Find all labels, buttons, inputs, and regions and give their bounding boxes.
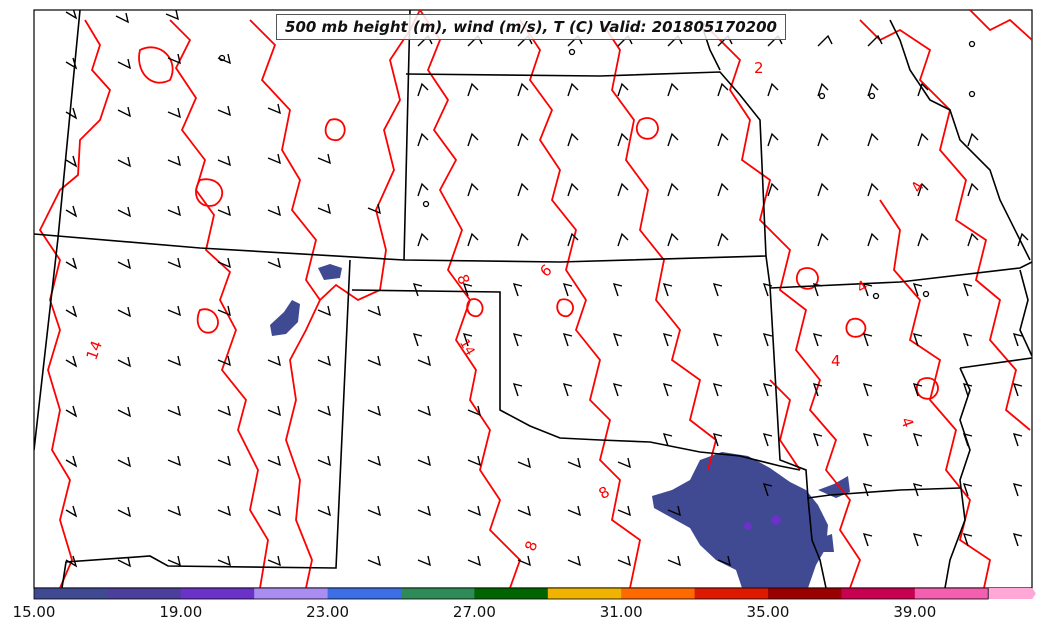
contour-label: 4 [831, 352, 841, 370]
colorbar-tick-label: 35.00 [746, 603, 790, 621]
colorbar [33, 587, 1036, 600]
colorbar-swatch [988, 588, 1036, 599]
colorbar-swatch [841, 588, 916, 599]
colorbar-swatch [474, 588, 549, 599]
colorbar-swatch [34, 588, 108, 599]
colorbar-tick-label: 31.00 [599, 603, 643, 621]
colorbar-swatch [914, 588, 989, 599]
colorbar-swatch [401, 588, 475, 599]
colorbar-tick-label: 19.00 [159, 603, 203, 621]
map-frame [33, 9, 1033, 589]
colorbar-tick-label: 39.00 [893, 603, 937, 621]
colorbar-swatch [107, 588, 182, 599]
colorbar-swatch [694, 588, 769, 599]
colorbar-tick-label: 23.00 [306, 603, 350, 621]
precip-core [744, 515, 781, 530]
colorbar-swatch [327, 588, 402, 599]
colorbar-swatch [547, 588, 622, 599]
colorbar-outline [33, 587, 989, 600]
colorbar-swatch [768, 588, 842, 599]
colorbar-swatch [254, 588, 329, 599]
colorbar-tick-label: 27.00 [452, 603, 496, 621]
map-title: 500 mb height (m), wind (m/s), T (C) Val… [276, 14, 786, 40]
colorbar-swatch [180, 588, 255, 599]
colorbar-swatch [621, 588, 696, 599]
contour-label: 14 [83, 338, 106, 362]
temperature-contours [38, 10, 1032, 588]
precip-shading [270, 264, 850, 588]
wind-barbs [65, 10, 1029, 568]
contour-label: 2 [754, 59, 764, 77]
contour-label: 14 [456, 337, 477, 359]
colorbar-tick-label: 15.00 [12, 603, 56, 621]
calm-wind-markers [218, 40, 976, 300]
